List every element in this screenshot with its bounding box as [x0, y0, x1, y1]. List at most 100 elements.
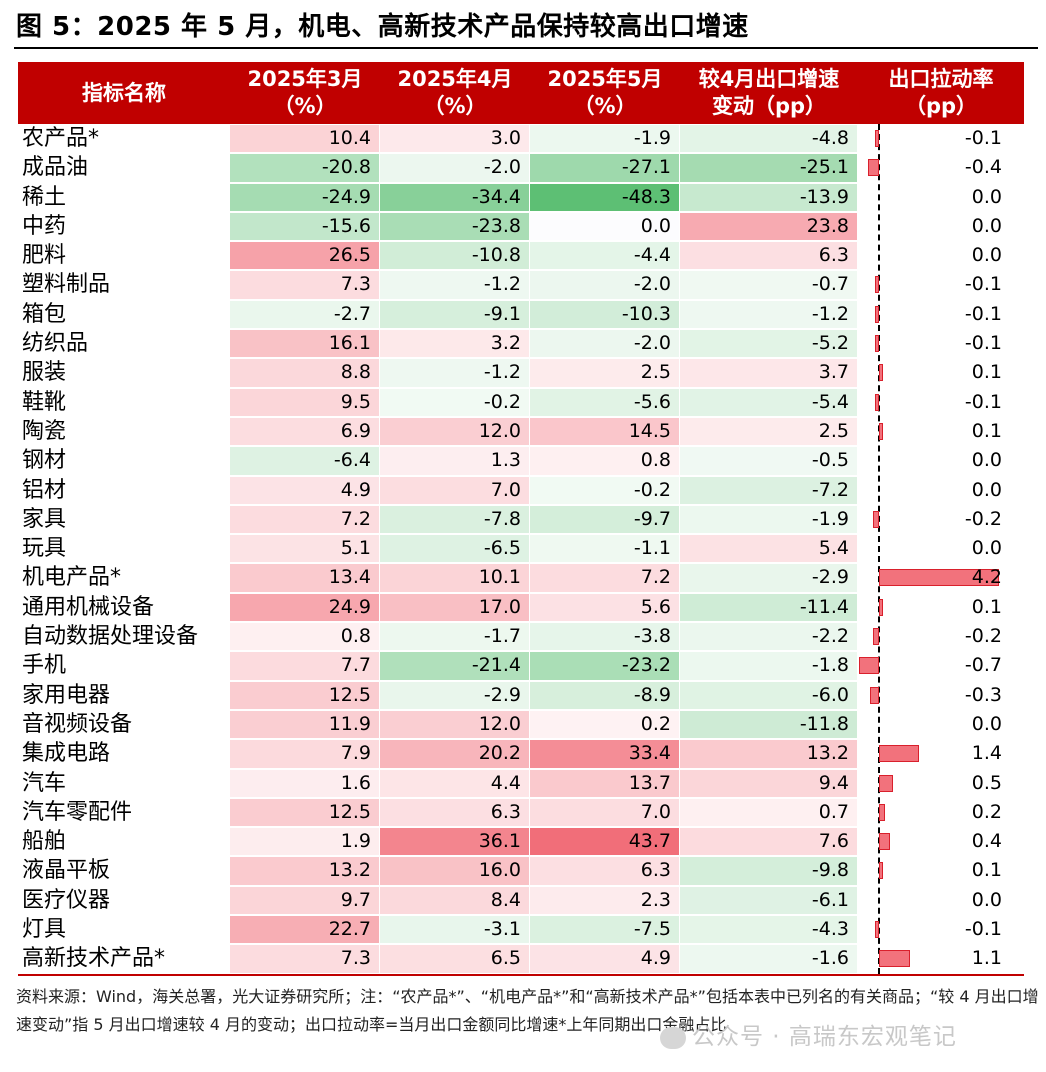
- heat-cell-chg: [680, 535, 857, 563]
- heat-cell-mar: [230, 769, 379, 797]
- heat-cell-may: [530, 945, 679, 973]
- value-pull: -0.3: [964, 683, 1002, 706]
- table-row: 陶瓷 6.9 12.0 14.5 2.5 0.1: [18, 417, 1024, 446]
- value-mar: 16.1: [328, 332, 371, 355]
- heat-cell-mar: [230, 388, 379, 416]
- value-mar: 7.3: [340, 947, 371, 970]
- value-mar: -24.9: [321, 185, 371, 208]
- heat-cell-may: [530, 886, 679, 915]
- header-mar-col: 2025年3月 （%）: [230, 62, 380, 124]
- heat-cell-mar: [230, 740, 379, 768]
- value-chg: -0.5: [811, 449, 849, 472]
- value-pull: 0.0: [971, 185, 1002, 208]
- heat-cell-mar: [230, 125, 379, 153]
- value-mar: -20.8: [321, 156, 371, 179]
- value-apr: 3.0: [490, 127, 521, 149]
- value-apr: -9.1: [483, 302, 521, 325]
- heat-cell-chg: [680, 857, 857, 885]
- value-may: -10.3: [621, 302, 671, 325]
- row-name: 船舶: [22, 829, 67, 855]
- table-row: 音视频设备 11.9 12.0 0.2 -11.8 0.0: [18, 710, 1024, 739]
- value-chg: 2.5: [818, 419, 849, 442]
- value-pull: 0.5: [971, 771, 1002, 794]
- header-may-line2: （%）: [573, 94, 637, 118]
- value-may: 43.7: [628, 830, 671, 853]
- value-may: -7.5: [633, 918, 671, 941]
- heat-cell-may: [530, 798, 679, 827]
- value-mar: 22.7: [328, 918, 371, 941]
- value-pull: 0.1: [971, 595, 1002, 618]
- value-apr: -10.8: [471, 244, 521, 267]
- value-may: 13.7: [628, 771, 671, 794]
- table-row: 中药 -15.6 -23.8 0.0 23.8 0.0: [18, 212, 1024, 241]
- value-pull: 0.0: [971, 244, 1002, 267]
- value-mar: 13.4: [328, 566, 371, 589]
- value-pull: -0.1: [964, 390, 1002, 413]
- value-mar: 26.5: [328, 244, 371, 267]
- value-chg: 6.3: [818, 244, 849, 267]
- row-name: 陶瓷: [22, 418, 67, 444]
- heat-cell-chg: [680, 945, 857, 973]
- heat-cell-chg: [680, 505, 857, 534]
- value-chg: -13.9: [799, 185, 849, 208]
- value-mar: 1.6: [340, 771, 371, 794]
- pull-bar: [879, 803, 885, 821]
- source-note: 资料来源：Wind，海关总署，光大证券研究所；注：“农产品*”、“机电产品*”和…: [16, 987, 1039, 1034]
- row-name: 通用机械设备: [22, 594, 155, 620]
- value-pull: -0.2: [964, 625, 1002, 648]
- header-apr-line2: （%）: [423, 94, 487, 118]
- heat-cell-chg: [680, 447, 857, 475]
- heat-cell-apr: [380, 886, 529, 915]
- value-pull: 1.4: [971, 742, 1002, 765]
- value-chg: 13.2: [806, 742, 849, 765]
- watermark-text: 公众号 · 高瑞东宏观笔记: [692, 1024, 957, 1050]
- value-pull: 0.0: [971, 449, 1002, 472]
- pull-bar: [859, 657, 879, 675]
- value-chg: -5.2: [811, 332, 849, 355]
- heat-cell-chg: [680, 652, 857, 680]
- table-row: 汽车零配件 12.5 6.3 7.0 0.7 0.2: [18, 798, 1024, 827]
- table-row: 机电产品* 13.4 10.1 7.2 -2.9 4.2: [18, 563, 1024, 592]
- heat-cell-chg: [680, 242, 857, 270]
- table-row: 塑料制品 7.3 -1.2 -2.0 -0.7 -0.1: [18, 270, 1024, 299]
- table-row: 集成电路 7.9 20.2 33.4 13.2 1.4: [18, 739, 1024, 768]
- heat-cell-may: [530, 681, 679, 709]
- heat-cell-mar: [230, 359, 379, 387]
- heat-cell-may: [530, 300, 679, 329]
- pull-bar: [879, 774, 894, 792]
- value-chg: -6.1: [811, 888, 849, 911]
- watermark: 公众号 · 高瑞东宏观笔记: [660, 1017, 957, 1051]
- value-may: 5.6: [640, 595, 671, 618]
- value-apr: -23.8: [471, 214, 521, 237]
- row-name: 塑料制品: [22, 272, 111, 298]
- header-pull-line1: 出口拉动率: [888, 67, 994, 91]
- row-name: 箱包: [22, 301, 67, 327]
- heat-cell-chg: [680, 359, 857, 387]
- heat-cell-chg: [680, 300, 857, 329]
- heat-cell-apr: [380, 212, 529, 241]
- value-chg: -25.1: [799, 156, 849, 179]
- heat-cell-mar: [230, 330, 379, 358]
- value-apr: 4.4: [490, 771, 521, 794]
- header-apr-col: 2025年4月 （%）: [380, 62, 530, 124]
- heat-cell-chg: [680, 916, 857, 944]
- value-apr: 16.0: [478, 859, 521, 882]
- heat-cell-apr: [380, 681, 529, 709]
- value-pull: -0.1: [964, 332, 1002, 355]
- heat-cell-may: [530, 476, 679, 504]
- value-mar: 5.1: [340, 537, 371, 560]
- value-pull: -0.1: [964, 302, 1002, 325]
- heat-cell-apr: [380, 593, 529, 622]
- value-may: -23.2: [621, 654, 671, 677]
- pull-bar: [873, 510, 879, 528]
- heat-cell-chg: [680, 623, 857, 651]
- table-row: 肥料 26.5 -10.8 -4.4 6.3 0.0: [18, 241, 1024, 270]
- value-chg: 5.4: [818, 537, 849, 560]
- value-pull: -0.4: [964, 156, 1002, 179]
- export-growth-table: 指标名称 2025年3月 （%） 2025年4月 （%） 2025年5月 （%）…: [18, 62, 1024, 976]
- value-chg: -11.8: [799, 712, 849, 735]
- heat-cell-apr: [380, 623, 529, 651]
- heat-cell-may: [530, 710, 679, 739]
- heat-cell-apr: [380, 300, 529, 329]
- table-row: 家用电器 12.5 -2.9 -8.9 -6.0 -0.3: [18, 681, 1024, 710]
